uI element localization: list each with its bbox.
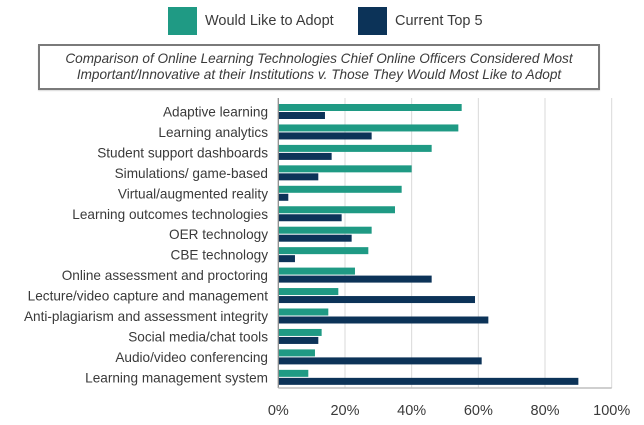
category-label: Virtual/augmented reality — [118, 186, 268, 201]
legend-item-would-like-to-adopt: Would Like to Adopt — [168, 6, 334, 35]
legend-item-current-top-5: Current Top 5 — [358, 6, 483, 35]
x-tick-label: 0% — [268, 403, 289, 419]
chart-title-line-1: Comparison of Online Learning Technologi… — [65, 51, 573, 66]
legend-label-adopt: Would Like to Adopt — [205, 12, 334, 29]
x-tick-label: 40% — [397, 403, 426, 419]
bar-adopt-12 — [278, 349, 315, 357]
category-label: Adaptive learning — [163, 105, 268, 120]
chart-title-box: Comparison of Online Learning Technologi… — [38, 44, 600, 90]
chart-title: Comparison of Online Learning Technologi… — [65, 51, 572, 83]
category-label: Learning analytics — [158, 125, 268, 140]
x-tick-label: 60% — [464, 403, 493, 419]
category-label: Social media/chat tools — [128, 329, 268, 344]
bar-current-10 — [278, 316, 489, 324]
bar-current-2 — [278, 152, 332, 160]
bar-current-9 — [278, 296, 476, 304]
bar-adopt-1 — [278, 124, 459, 132]
bar-current-1 — [278, 132, 372, 140]
category-label: Learning management system — [85, 370, 268, 385]
category-label: Lecture/video capture and management — [28, 289, 269, 304]
category-label: Audio/video conferencing — [115, 350, 268, 365]
legend-label-current: Current Top 5 — [395, 12, 483, 29]
bar-current-3 — [278, 173, 319, 181]
legend-swatch-adopt — [168, 6, 197, 35]
category-label: Online assessment and proctoring — [62, 268, 268, 283]
legend: Would Like to Adopt Current Top 5 — [0, 6, 644, 36]
bar-current-6 — [278, 234, 352, 242]
x-tick-label: 20% — [330, 403, 359, 419]
category-label: Student support dashboards — [97, 145, 268, 160]
bar-adopt-11 — [278, 328, 322, 336]
bar-current-4 — [278, 193, 289, 201]
x-tick-label: 80% — [531, 403, 560, 419]
legend-swatch-current — [358, 6, 387, 35]
bar-adopt-5 — [278, 206, 395, 214]
category-label: Learning outcomes technologies — [72, 207, 268, 222]
bar-current-12 — [278, 357, 482, 365]
chart-title-line-2: Important/Innovative at their Institutio… — [76, 67, 562, 82]
bar-current-11 — [278, 336, 319, 344]
category-label: OER technology — [169, 227, 268, 242]
bar-current-7 — [278, 255, 295, 263]
bar-current-5 — [278, 214, 342, 222]
category-label: Anti-plagiarism and assessment integrity — [24, 309, 268, 324]
bar-adopt-4 — [278, 185, 402, 193]
category-label: CBE technology — [171, 248, 269, 263]
bar-adopt-10 — [278, 308, 329, 316]
bar-adopt-2 — [278, 144, 432, 152]
bar-adopt-9 — [278, 288, 339, 296]
bar-adopt-13 — [278, 369, 309, 377]
bar-adopt-7 — [278, 247, 369, 255]
bar-adopt-0 — [278, 104, 462, 111]
bar-current-13 — [278, 377, 579, 385]
bar-adopt-3 — [278, 165, 412, 173]
bar-current-0 — [278, 112, 325, 119]
bar-adopt-8 — [278, 267, 355, 275]
bar-adopt-6 — [278, 226, 372, 234]
x-tick-label: 100% — [593, 403, 630, 419]
bar-current-8 — [278, 275, 432, 283]
category-label: Simulations/ game-based — [115, 166, 268, 181]
